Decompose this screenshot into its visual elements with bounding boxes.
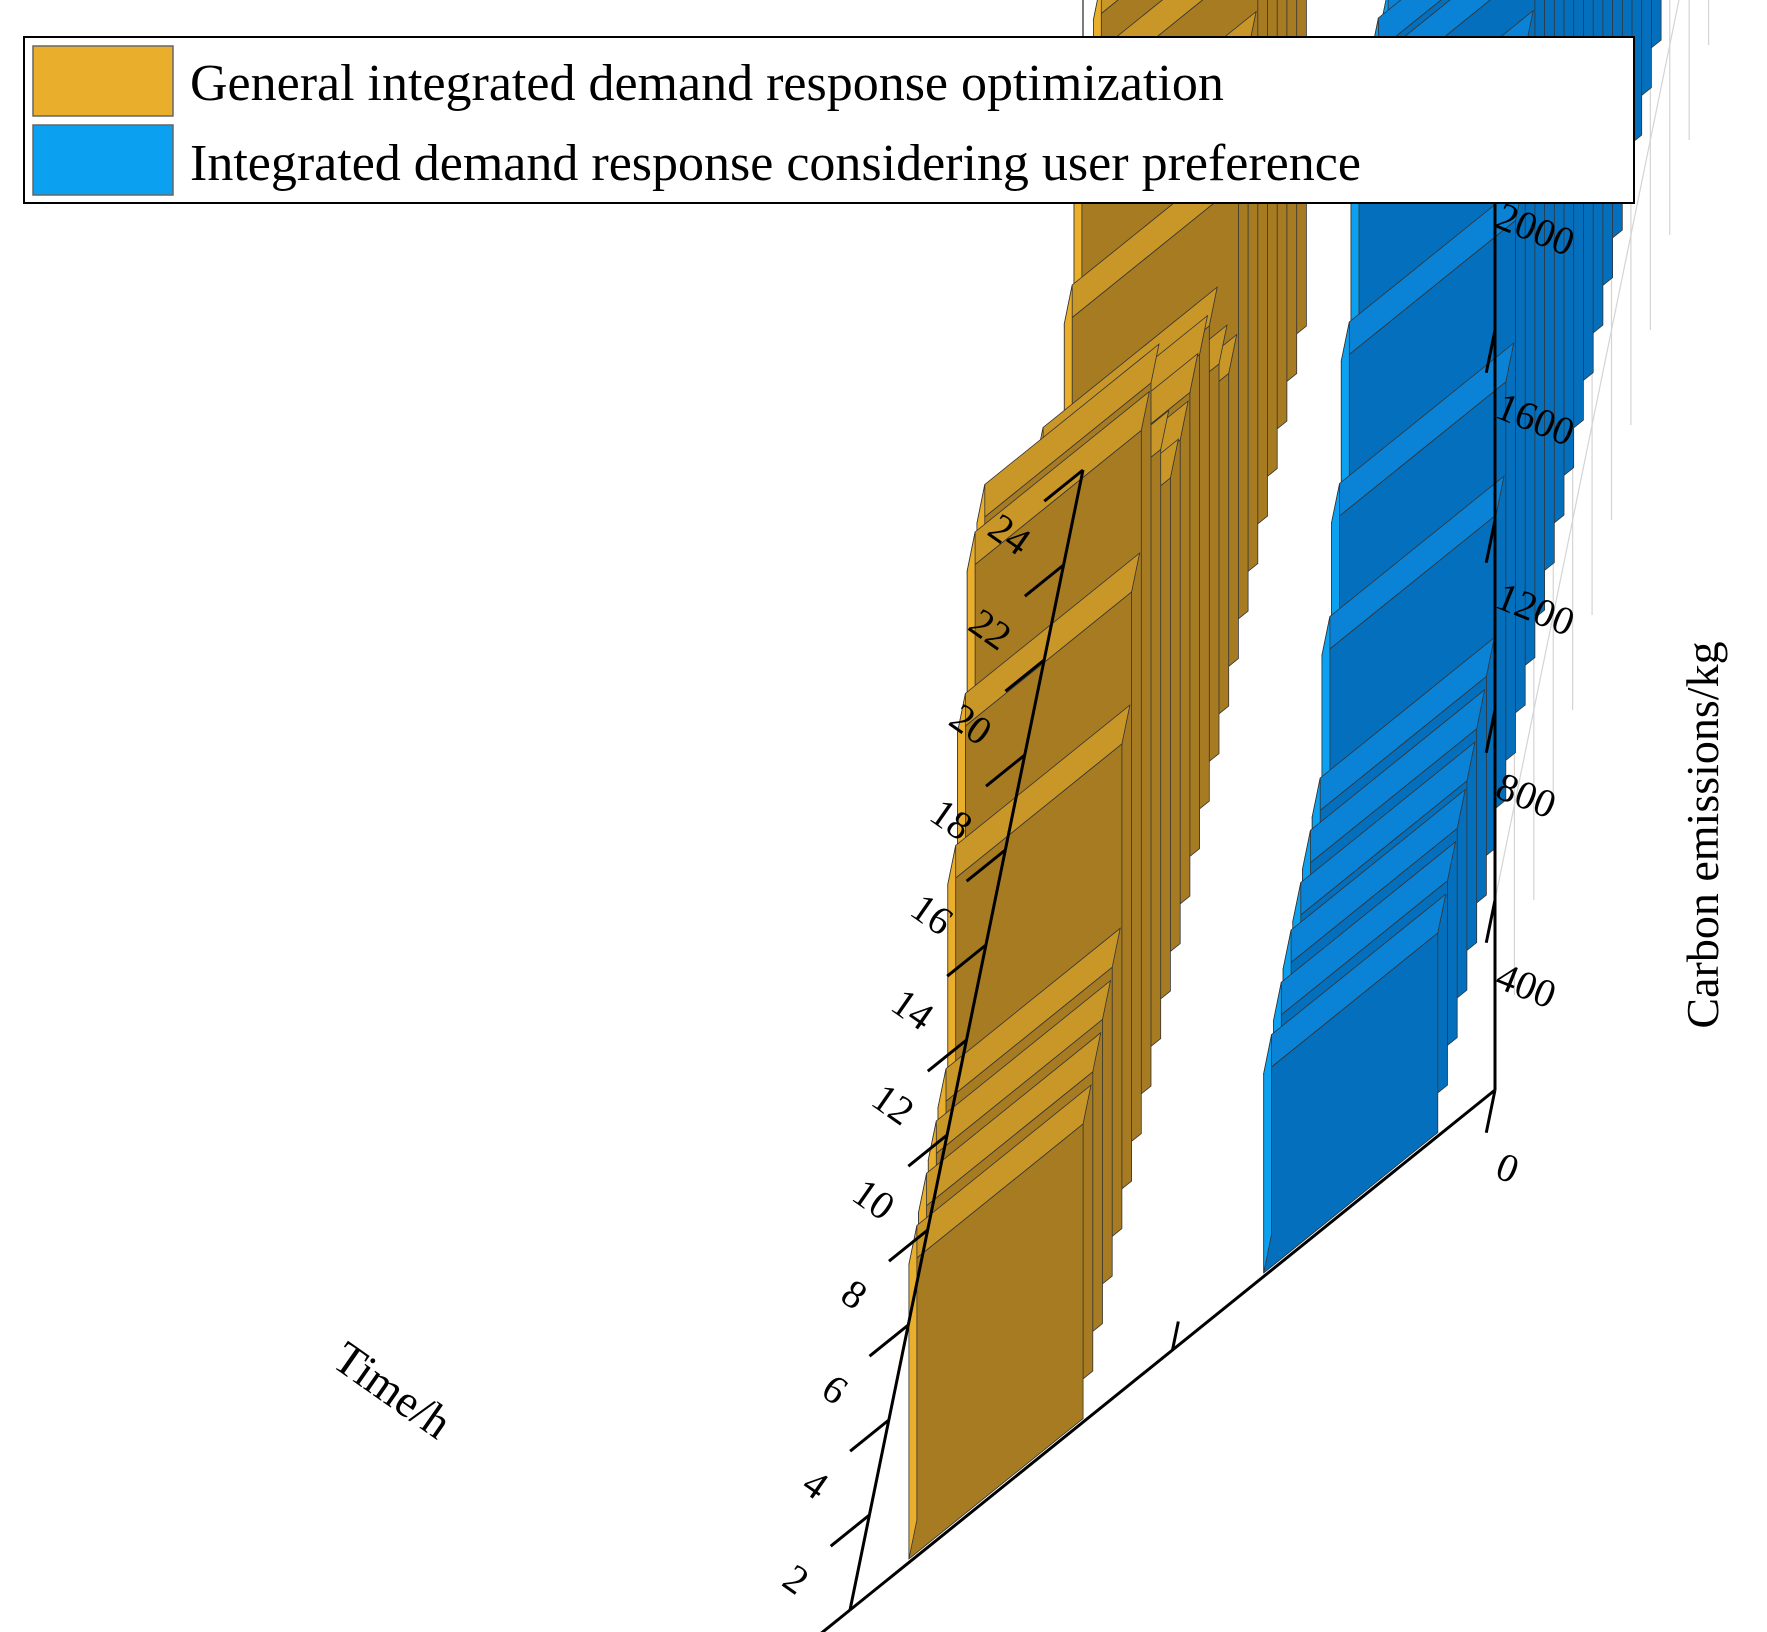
tick-mark-x [849, 1418, 890, 1453]
tick-label-x: 2 [775, 1555, 817, 1603]
legend-label-preference: Integrated demand response considering u… [190, 135, 1361, 192]
tick-mark-x [888, 1228, 929, 1263]
tick-label-x: 10 [845, 1169, 904, 1229]
tick-mark-z [1484, 899, 1497, 944]
bar [1263, 893, 1447, 1274]
tick-mark-x [926, 1038, 968, 1073]
tick-mark-x [985, 753, 1026, 788]
legend-label-general: General integrated demand response optim… [190, 55, 1224, 112]
tick-label-x: 8 [833, 1270, 875, 1318]
bars [908, 0, 1662, 1560]
legend: General integrated demand response optim… [23, 36, 1635, 204]
bar-front [1263, 1034, 1272, 1273]
legend-box [23, 36, 1635, 204]
bar-front [908, 1225, 918, 1559]
tick-label-x: 6 [814, 1365, 856, 1413]
tick-mark-z [1484, 329, 1497, 374]
tick-mark-x [965, 848, 1007, 883]
tick-mark-z [1484, 709, 1497, 754]
tick-label-x: 14 [883, 979, 942, 1039]
tick-mark-depth [1171, 1321, 1180, 1351]
tick-mark-x [820, 1608, 851, 1632]
tick-mark-z [1484, 1089, 1497, 1134]
tick-mark-x [1043, 468, 1084, 503]
tick-mark-x [868, 1323, 910, 1358]
z-axis-title: Carbon emissions/kg [1677, 641, 1728, 1028]
tick-label-x: 12 [864, 1074, 923, 1134]
tick-mark-x [1023, 563, 1065, 598]
x-axis-title: Time/h [324, 1331, 461, 1448]
tick-mark-x [907, 1133, 949, 1168]
tick-mark-x [829, 1513, 871, 1548]
tick-mark-z [1484, 519, 1497, 564]
tick-mark-x [1004, 658, 1046, 693]
legend-swatch-general [32, 45, 174, 117]
tick-mark-x [946, 943, 987, 978]
tick-label-z: 0 [1490, 1143, 1525, 1192]
tick-label-z: 400 [1490, 953, 1562, 1017]
tick-label-x: 4 [795, 1460, 837, 1508]
legend-swatch-preference [32, 124, 174, 196]
